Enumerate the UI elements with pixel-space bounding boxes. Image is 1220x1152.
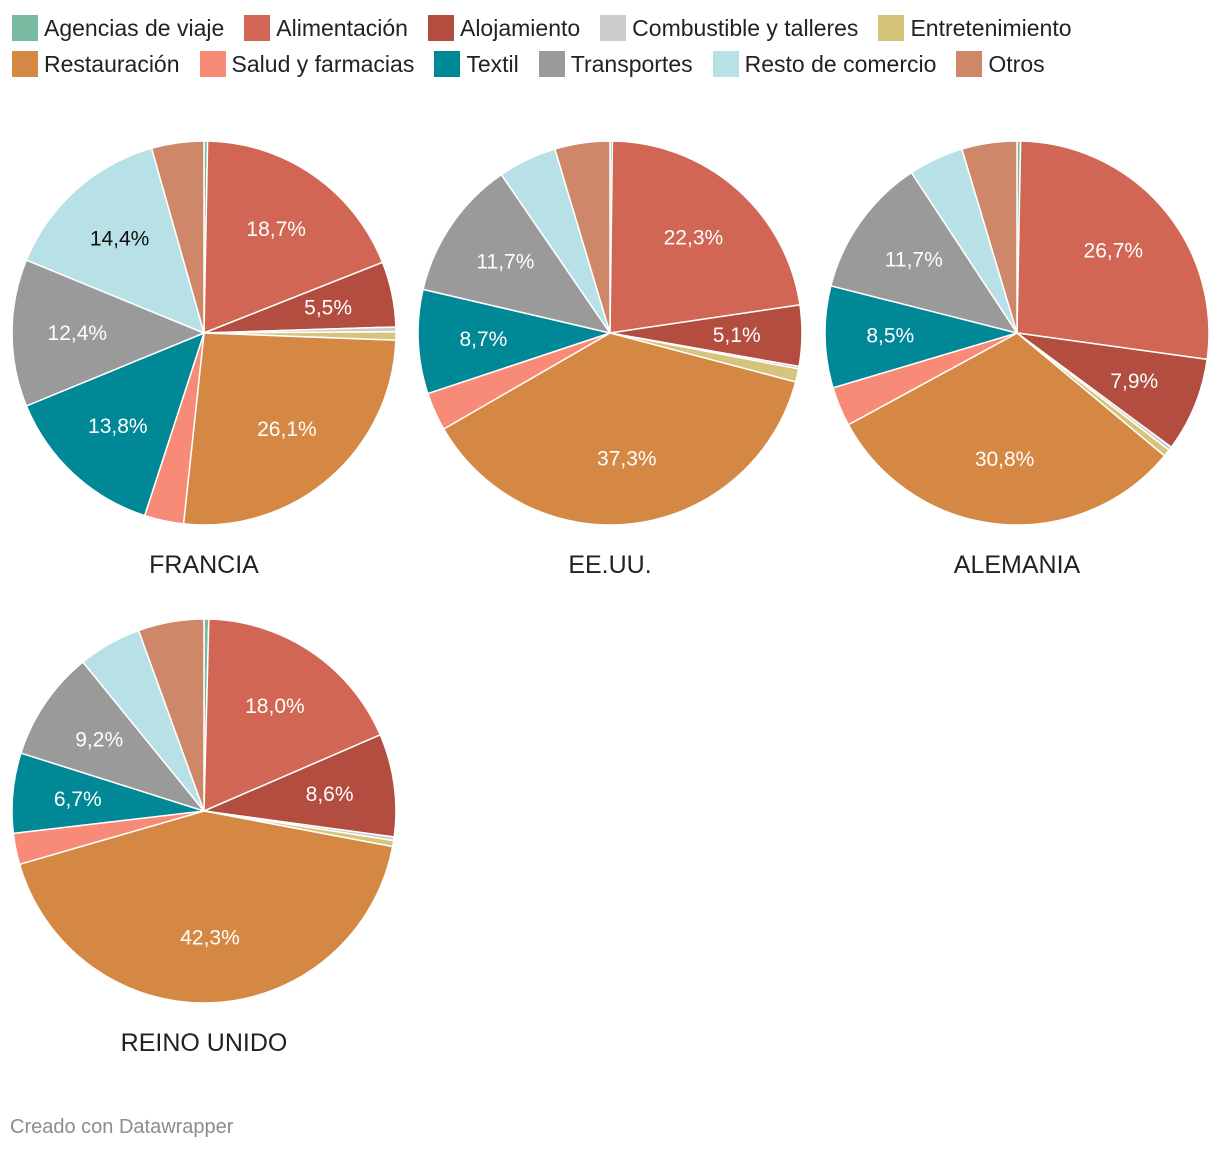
pie-data-label-3-6: 30,8% [975, 448, 1035, 471]
legend-swatch [12, 51, 38, 77]
pie-slice-4-11 [137, 618, 205, 812]
legend-item-transportes: Transportes [538, 51, 693, 77]
legend-swatch [600, 15, 627, 41]
legend-item-otros: Otros [956, 51, 1045, 77]
pie-slice-2-8 [417, 288, 611, 395]
pie-title-1: FRANCIA [149, 551, 259, 579]
pie-slice-2-6 [442, 332, 797, 526]
pie-slice-4-9 [20, 661, 205, 812]
legend-swatch [12, 15, 38, 41]
legend-swatch [244, 15, 271, 41]
legend-row-1: Agencias de viaje Alimentación Alojamien… [12, 10, 1212, 46]
pie-title-3: ALEMANIA [954, 551, 1081, 579]
pie-chart-eeuu: 22,3% 5,1% 37,3% 8,7% 11,7% EE.UU. [417, 140, 803, 579]
legend-swatch [199, 51, 226, 77]
legend-item-salud: Salud y farmacias [199, 51, 415, 77]
legend-item-resto: Resto de comercio [712, 51, 937, 77]
legend-row-2: Restauración Salud y farmacias Textil Tr… [12, 46, 1212, 82]
legend-item-textil: Textil [434, 51, 519, 77]
pie-data-label-3-2: 26,7% [1084, 240, 1144, 263]
pie-data-label-1-2: 18,7% [246, 218, 306, 241]
pie-data-label-1-8: 13,8% [88, 415, 148, 438]
pie-slice-2-2 [609, 140, 801, 334]
legend-label: Salud y farmacias [231, 51, 415, 77]
legend-swatch [712, 51, 739, 77]
pie-slice-3-3 [1016, 332, 1208, 449]
pie-chart-alemania: 26,7% 7,9% 30,8% 8,5% 11,7% ALEMANIA [824, 140, 1210, 579]
legend-item-restauracion: Restauración [12, 51, 180, 77]
pie-charts: 18,7% 5,5% 26,1% 13,8% 12,4% 14,4% FRANCIA 22,… [11, 140, 1210, 1057]
legend-item-entretenimiento: Entretenimiento [878, 15, 1072, 41]
pie-slice-1-2 [203, 140, 384, 334]
pie-slice-1-9 [11, 259, 205, 407]
pie-chart-francia: 18,7% 5,5% 26,1% 13,8% 12,4% 14,4% FRANCIA [11, 140, 397, 579]
legend: Agencias de viaje Alimentación Alojamien… [12, 10, 1212, 82]
legend-label: Restauración [44, 51, 180, 77]
pie-data-label-1-9: 12,4% [48, 322, 108, 345]
legend-label: Alimentación [276, 15, 408, 41]
pie-data-label-3-9: 11,7% [885, 249, 943, 272]
pie-data-label-2-6: 37,3% [597, 448, 657, 471]
pie-title-4: REINO UNIDO [121, 1029, 288, 1057]
pie-data-label-3-3: 7,9% [1110, 370, 1158, 393]
pie-data-label-4-3: 8,6% [306, 783, 354, 806]
legend-label: Alojamiento [459, 15, 581, 41]
legend-label: Otros [988, 51, 1045, 77]
pie-slice-1-8 [25, 332, 205, 517]
legend-label: Combustible y talleres [632, 15, 859, 41]
legend-label: Transportes [570, 51, 693, 77]
legend-swatch [878, 15, 905, 41]
pie-slice-1-10 [25, 147, 205, 334]
legend-label: Agencias de viaje [44, 15, 225, 41]
pie-data-label-2-8: 8,7% [459, 328, 507, 351]
pie-slice-3-9 [830, 171, 1018, 334]
pie-slice-1-6 [182, 332, 397, 526]
pie-data-label-2-9: 11,7% [476, 251, 534, 274]
legend-swatch [434, 51, 461, 77]
legend-item-combustible: Combustible y talleres [600, 15, 858, 41]
pie-data-label-2-2: 22,3% [664, 227, 724, 250]
pie-data-label-4-2: 18,0% [245, 695, 305, 718]
legend-item-alojamiento: Alojamiento [427, 15, 581, 41]
pie-slice-4-2 [203, 618, 382, 812]
pie-slice-2-11 [554, 140, 611, 334]
pie-data-label-4-6: 42,3% [180, 927, 240, 950]
pie-slice-3-6 [847, 332, 1166, 526]
pie-slice-1-11 [150, 140, 205, 334]
pie-data-label-3-8: 8,5% [866, 325, 914, 348]
legend-label: Resto de comercio [744, 51, 937, 77]
pie-chart-reino-unido: 18,0% 8,6% 42,3% 6,7% 9,2% REINO UNIDO [11, 618, 397, 1057]
legend-item-alimentacion: Alimentación [244, 15, 408, 41]
legend-label: Entretenimiento [910, 15, 1072, 41]
pie-data-label-4-8: 6,7% [54, 788, 102, 811]
pie-data-label-1-3: 5,5% [304, 296, 352, 319]
legend-label: Textil [466, 51, 519, 77]
footer-credit: Creado con Datawrapper [10, 1116, 234, 1138]
pie-data-label-2-3: 5,1% [713, 324, 761, 347]
pie-slice-4-3 [203, 734, 397, 838]
legend-swatch [427, 15, 454, 41]
pie-slice-3-2 [1016, 140, 1210, 361]
pie-data-label-1-10: 14,4% [90, 228, 150, 251]
legend-item-agencias: Agencias de viaje [12, 15, 224, 41]
pie-slice-4-6 [18, 810, 394, 1004]
pie-data-label-1-6: 26,1% [257, 418, 317, 441]
pie-title-2: EE.UU. [568, 551, 651, 579]
pie-slice-2-9 [422, 173, 611, 334]
pie-slice-3-8 [824, 285, 1018, 389]
pie-slice-3-11 [961, 140, 1018, 334]
legend-swatch [956, 51, 983, 77]
legend-swatch [538, 51, 565, 77]
pie-data-label-4-9: 9,2% [75, 729, 123, 752]
